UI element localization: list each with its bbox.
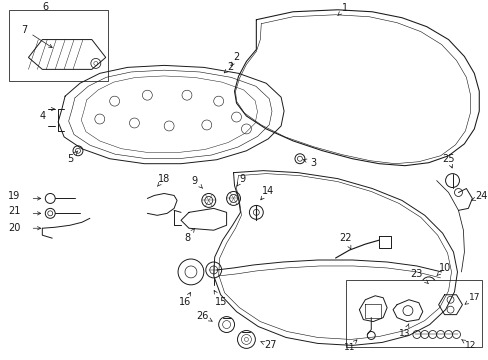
Text: 23: 23	[410, 269, 427, 283]
Text: 7: 7	[21, 24, 52, 48]
Text: 27: 27	[261, 341, 276, 350]
Text: 13: 13	[398, 324, 410, 338]
Text: 8: 8	[183, 229, 194, 243]
Text: 9: 9	[191, 176, 203, 188]
Text: 6: 6	[42, 2, 48, 12]
Text: 14: 14	[260, 185, 274, 200]
Text: 5: 5	[67, 151, 78, 164]
Text: 18: 18	[157, 174, 170, 186]
Text: 21: 21	[8, 206, 20, 216]
Text: 3: 3	[303, 158, 316, 168]
Text: 19: 19	[8, 192, 20, 202]
Bar	[9, 10, 107, 81]
Text: 22: 22	[339, 233, 351, 249]
Text: 26: 26	[196, 311, 212, 321]
Text: 10: 10	[436, 263, 450, 276]
Text: 16: 16	[179, 292, 191, 307]
Bar	[345, 280, 481, 347]
Text: 12: 12	[461, 340, 475, 350]
Text: 4: 4	[39, 111, 45, 121]
Text: 11: 11	[343, 340, 356, 352]
Text: 2: 2	[230, 53, 239, 66]
Text: 24: 24	[471, 192, 487, 202]
Text: 9: 9	[236, 174, 245, 186]
Text: 25: 25	[442, 154, 454, 168]
Text: 2: 2	[224, 62, 233, 73]
Text: 17: 17	[464, 293, 479, 304]
Text: 1: 1	[337, 3, 348, 15]
Text: 20: 20	[8, 223, 20, 233]
Text: 15: 15	[214, 291, 226, 307]
